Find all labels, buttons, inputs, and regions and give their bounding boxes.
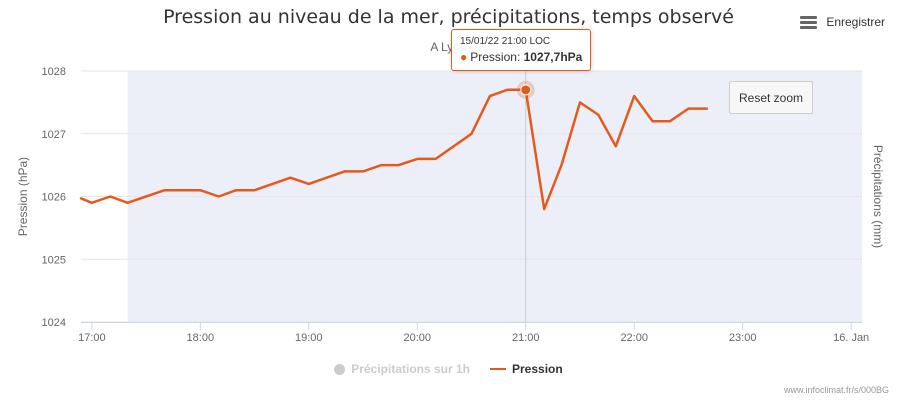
y-tick-label: 1027 bbox=[42, 129, 66, 141]
export-menu-label: Enregistrer bbox=[826, 15, 885, 29]
y-axis-title-right: Précipitations (mm) bbox=[871, 145, 885, 248]
export-menu-button[interactable]: Enregistrer bbox=[800, 15, 885, 29]
hamburger-icon bbox=[800, 15, 818, 29]
series-line-pression bbox=[79, 88, 709, 211]
reset-zoom-button[interactable]: Reset zoom bbox=[729, 81, 813, 114]
y-tick-label: 1025 bbox=[42, 254, 66, 266]
chart-title: Pression au niveau de la mer, précipitat… bbox=[163, 6, 734, 28]
legend-label-precipitations: Précipitations sur 1h bbox=[351, 362, 470, 376]
y-tick-label: 1024 bbox=[42, 317, 66, 329]
y-tick-label: 1026 bbox=[42, 192, 66, 204]
tooltip-time: 15/01/22 21:00 LOC bbox=[460, 36, 551, 47]
x-tick-label: 23:00 bbox=[729, 332, 757, 344]
tooltip-value: 1027,7hPa bbox=[523, 50, 583, 64]
credits-link[interactable]: www.infoclimat.fr/s/000BG bbox=[783, 385, 889, 395]
legend-item-precipitations[interactable]: Précipitations sur 1h bbox=[334, 362, 470, 376]
legend-label-pression: Pression bbox=[512, 362, 563, 376]
tooltip-series-dot-icon: ● bbox=[460, 50, 468, 64]
legend-marker-precipitations bbox=[334, 363, 346, 375]
x-tick-label: 22:00 bbox=[620, 332, 648, 344]
legend: Précipitations sur 1h Pression bbox=[0, 362, 897, 376]
hover-marker bbox=[520, 84, 532, 96]
tooltip-series-name: Pression bbox=[470, 50, 517, 64]
legend-marker-pression bbox=[490, 368, 506, 370]
x-tick-label: 20:00 bbox=[403, 332, 431, 344]
x-tick-label: 18:00 bbox=[187, 332, 215, 344]
y-axis-title: Pression (hPa) bbox=[16, 157, 30, 236]
x-tick-label: 21:00 bbox=[512, 332, 540, 344]
x-tick-label: 19:00 bbox=[295, 332, 323, 344]
y-tick-label: 1028 bbox=[42, 66, 66, 78]
tooltip: 15/01/22 21:00 LOC ● Pression: 1027,7hPa bbox=[451, 29, 592, 71]
x-tick-label: 17:00 bbox=[78, 332, 106, 344]
x-tick-label: 16. Jan bbox=[833, 332, 869, 344]
legend-item-pression[interactable]: Pression bbox=[490, 362, 563, 376]
tooltip-value-row: ● Pression: 1027,7hPa bbox=[460, 50, 583, 64]
